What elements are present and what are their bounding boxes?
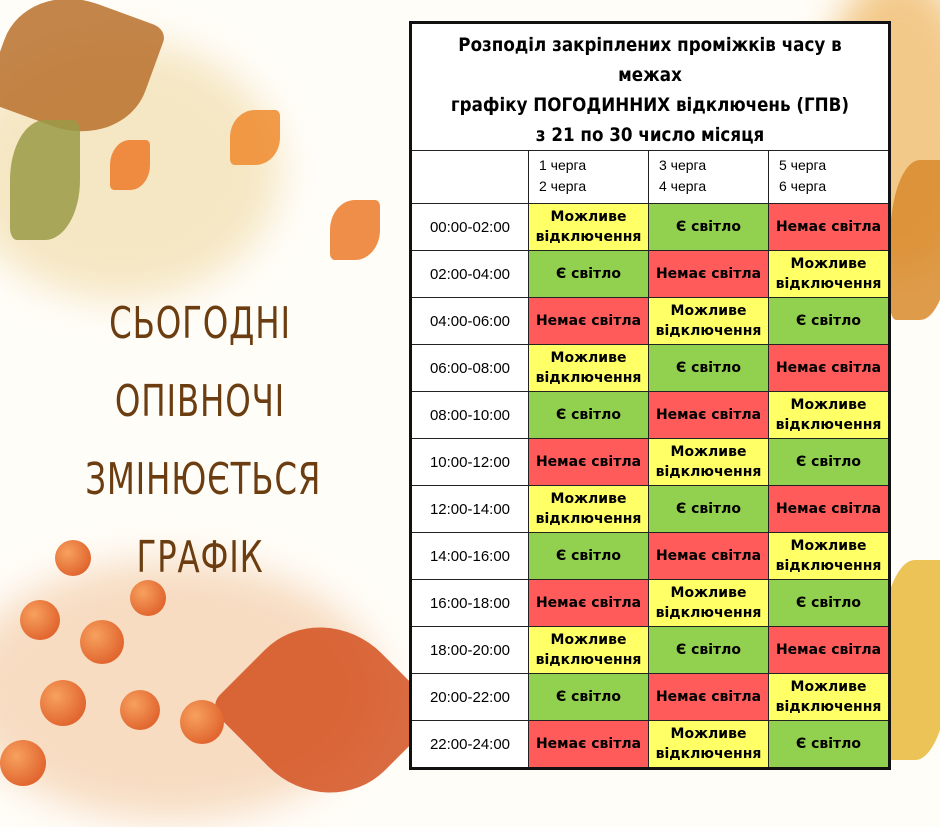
- leaf-decoration: [890, 160, 940, 320]
- status-cell: Можливе відключення: [648, 579, 769, 627]
- column-header: 3 черга 4 черга: [648, 150, 769, 204]
- table-row: 14:00-16:00 Є світло Немає світла Можливе в…: [410, 532, 890, 580]
- title-line: графіку ПОГОДИННИХ відключень (ГПВ): [450, 94, 850, 116]
- title-line: з 21 по 30 число місяця: [535, 124, 765, 146]
- time-slot: 04:00-06:00: [410, 297, 529, 345]
- status-cell: Є світло: [768, 720, 890, 769]
- table-row: 22:00-24:00 Немає світла Можливе відключен…: [410, 720, 890, 769]
- status-cell: Є світло: [648, 203, 769, 251]
- status-cell: Можливе відключення: [528, 485, 649, 533]
- time-slot: 14:00-16:00: [410, 532, 529, 580]
- table-row: 02:00-04:00 Є світло Немає світла Можливе в…: [410, 250, 890, 298]
- status-cell: Є світло: [528, 391, 649, 439]
- column-header: 1 черга 2 черга: [528, 150, 649, 204]
- leaf-decoration: [10, 120, 80, 240]
- status-cell: Є світло: [528, 532, 649, 580]
- empty-header-cell: [410, 150, 529, 204]
- status-cell: Є світло: [768, 438, 890, 486]
- queue-label: 1 черга: [539, 157, 587, 173]
- headline-line: ГРАФІК: [136, 532, 264, 583]
- status-cell: Немає світла: [768, 203, 890, 251]
- status-cell: Є світло: [648, 626, 769, 674]
- queue-label: 6 черга: [779, 178, 827, 194]
- time-slot: 18:00-20:00: [410, 626, 529, 674]
- table-row: 20:00-22:00 Є світло Немає світла Можливе в…: [410, 673, 890, 721]
- schedule-table: Розподіл закріплених проміжків часу в ме…: [409, 21, 891, 770]
- status-cell: Можливе відключення: [528, 203, 649, 251]
- table-row: 04:00-06:00 Немає світла Можливе відключен…: [410, 297, 890, 345]
- status-cell: Немає світла: [648, 391, 769, 439]
- table-title: Розподіл закріплених проміжків часу в ме…: [410, 22, 890, 151]
- status-cell: Немає світла: [528, 720, 649, 769]
- table-row: 00:00-02:00 Можливе відключення Є світло Не…: [410, 203, 890, 251]
- table-row: 06:00-08:00 Можливе відключення Є світло Не…: [410, 344, 890, 392]
- table-row: 12:00-14:00 Можливе відключення Є світло Не…: [410, 485, 890, 533]
- headline: СЬОГОДНІ ОПІВНОЧІ ЗМІНЮЄТЬСЯ ГРАФІК: [85, 285, 322, 597]
- queue-label: 4 черга: [659, 178, 707, 194]
- time-slot: 02:00-04:00: [410, 250, 529, 298]
- title-line: Розподіл закріплених проміжків часу в ме…: [458, 34, 842, 86]
- table-row: 16:00-18:00 Немає світла Можливе відключен…: [410, 579, 890, 627]
- status-cell: Немає світла: [768, 344, 890, 392]
- status-cell: Є світло: [768, 579, 890, 627]
- status-cell: Є світло: [528, 250, 649, 298]
- time-slot: 10:00-12:00: [410, 438, 529, 486]
- headline-line: ОПІВНОЧІ: [114, 376, 286, 427]
- status-cell: Можливе відключення: [768, 391, 890, 439]
- status-cell: Можливе відключення: [648, 297, 769, 345]
- status-cell: Є світло: [648, 344, 769, 392]
- status-cell: Немає світла: [528, 579, 649, 627]
- queue-label: 3 черга: [659, 157, 707, 173]
- status-cell: Немає світла: [648, 673, 769, 721]
- queue-label: 2 черга: [539, 178, 587, 194]
- time-slot: 16:00-18:00: [410, 579, 529, 627]
- status-cell: Можливе відключення: [528, 626, 649, 674]
- status-cell: Можливе відключення: [648, 438, 769, 486]
- queue-label: 5 черга: [779, 157, 827, 173]
- time-slot: 00:00-02:00: [410, 203, 529, 251]
- headline-line: ЗМІНЮЄТЬСЯ: [85, 454, 322, 505]
- headline-line: СЬОГОДНІ: [109, 298, 291, 349]
- table-row: 18:00-20:00 Можливе відключення Є світло Не…: [410, 626, 890, 674]
- status-cell: Є світло: [768, 297, 890, 345]
- time-slot: 22:00-24:00: [410, 720, 529, 769]
- status-cell: Можливе відключення: [648, 720, 769, 769]
- time-slot: 12:00-14:00: [410, 485, 529, 533]
- leaf-decoration: [110, 140, 150, 190]
- time-slot: 20:00-22:00: [410, 673, 529, 721]
- status-cell: Можливе відключення: [768, 532, 890, 580]
- time-slot: 06:00-08:00: [410, 344, 529, 392]
- status-cell: Немає світла: [528, 297, 649, 345]
- status-cell: Є світло: [648, 485, 769, 533]
- status-cell: Немає світла: [648, 250, 769, 298]
- status-cell: Можливе відключення: [768, 250, 890, 298]
- status-cell: Немає світла: [648, 532, 769, 580]
- header-row: 1 черга 2 черга 3 черга 4 черга 5 черга 6 ч…: [410, 150, 890, 204]
- time-slot: 08:00-10:00: [410, 391, 529, 439]
- table-row: 08:00-10:00 Є світло Немає світла Можливе в…: [410, 391, 890, 439]
- table-row: 10:00-12:00 Немає світла Можливе відключен…: [410, 438, 890, 486]
- status-cell: Немає світла: [768, 485, 890, 533]
- leaf-decoration: [330, 200, 380, 260]
- status-cell: Можливе відключення: [768, 673, 890, 721]
- leaf-decoration: [230, 110, 280, 165]
- status-cell: Немає світла: [528, 438, 649, 486]
- status-cell: Можливе відключення: [528, 344, 649, 392]
- status-cell: Немає світла: [768, 626, 890, 674]
- status-cell: Є світло: [528, 673, 649, 721]
- column-header: 5 черга 6 черга: [768, 150, 890, 204]
